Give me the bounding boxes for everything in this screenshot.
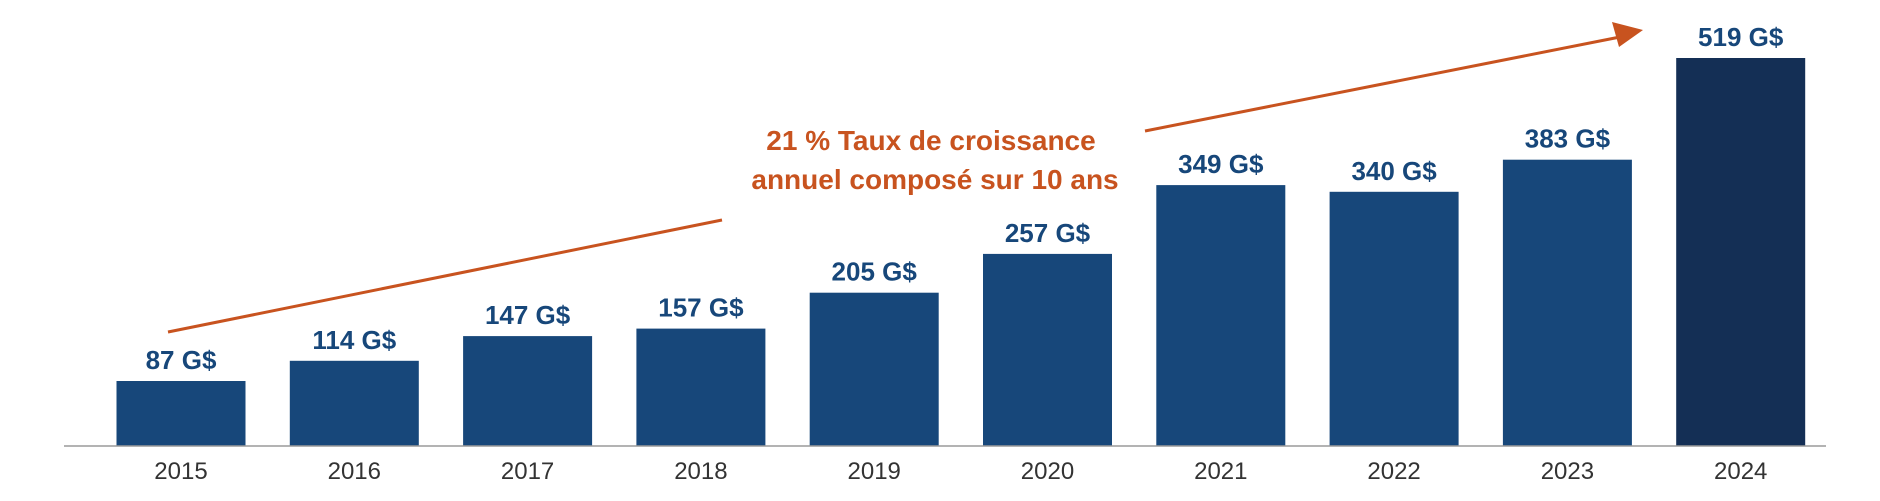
trend-arrow-head (1612, 22, 1643, 47)
bar-2016 (289, 360, 419, 446)
value-labels-layer: 87 G$ 114 G$ 147 G$ 157 G$ 205 G$ 257 G$ 349 G… (146, 22, 1784, 375)
x-tick-label-2019: 2019 (848, 458, 901, 485)
annotation-text-line-2: annuel composé sur 10 ans (751, 164, 1118, 195)
x-tick-label-2024: 2024 (1714, 458, 1767, 485)
x-tick-label-2022: 2022 (1367, 458, 1420, 485)
value-label-2022: 340 G$ (1351, 156, 1437, 186)
bar-2015 (116, 381, 246, 446)
value-label-2023: 383 G$ (1525, 124, 1611, 154)
x-tick-label-2015: 2015 (154, 458, 207, 485)
x-tick-labels-layer: 2015 2016 2017 2018 2019 2020 2021 2022 2023 2024 (154, 458, 1767, 485)
value-label-2021: 349 G$ (1178, 149, 1264, 179)
bar-2021 (1156, 185, 1286, 446)
x-tick-label-2023: 2023 (1541, 458, 1594, 485)
value-label-2017: 147 G$ (485, 300, 571, 330)
bar-2024 (1676, 58, 1806, 446)
bar-2020 (983, 253, 1112, 446)
x-tick-label-2020: 2020 (1021, 458, 1074, 485)
bar-2019 (809, 292, 939, 446)
x-tick-label-2018: 2018 (674, 458, 727, 485)
value-label-2020: 257 G$ (1005, 218, 1091, 248)
bar-2018 (636, 328, 766, 446)
x-tick-label-2016: 2016 (328, 458, 381, 485)
bar-2022 (1329, 191, 1459, 446)
trend-arrow-segment-start (167, 218, 723, 334)
bar-2023 (1502, 159, 1632, 446)
trend-arrow-segment-end (1144, 35, 1621, 133)
x-tick-label-2017: 2017 (501, 458, 554, 485)
annotation-text-line-1: 21 % Taux de croissance (766, 125, 1095, 156)
value-label-2018: 157 G$ (658, 293, 744, 323)
bars-layer (116, 58, 1806, 446)
value-label-2019: 205 G$ (832, 257, 918, 287)
value-label-2024: 519 G$ (1698, 22, 1784, 52)
growth-annotation: 21 % Taux de croissance annuel composé s… (167, 22, 1643, 334)
value-label-2015: 87 G$ (146, 345, 217, 375)
bar-2017 (463, 336, 593, 446)
x-tick-label-2021: 2021 (1194, 458, 1247, 485)
value-label-2016: 114 G$ (312, 325, 396, 355)
